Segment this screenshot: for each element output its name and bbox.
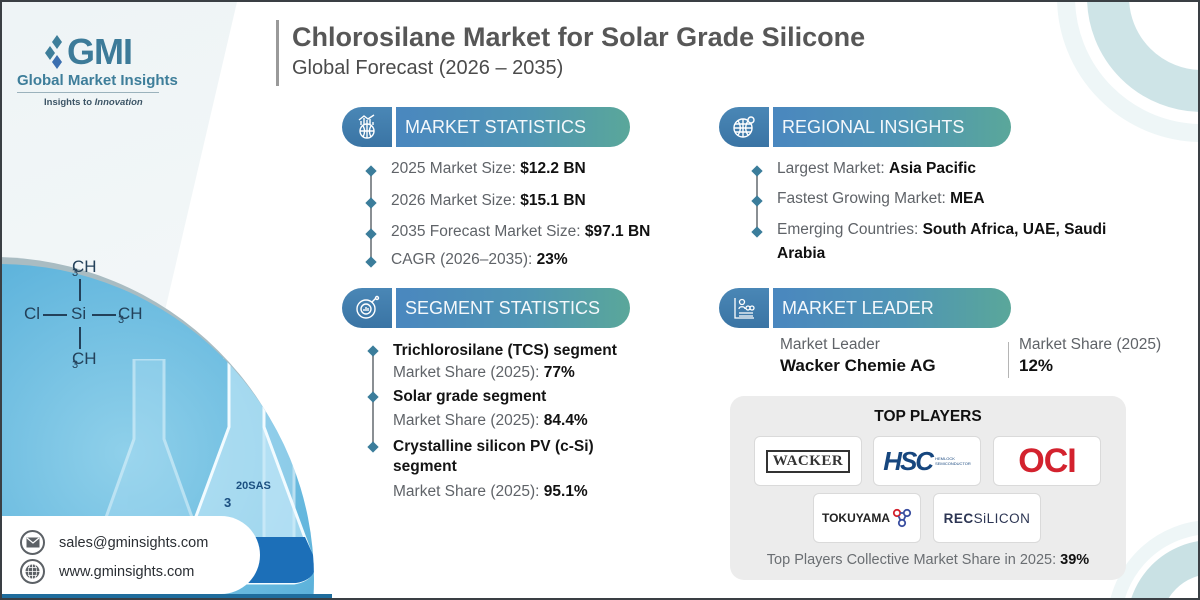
email-link[interactable]: sales@gminsights.com [59,534,209,551]
top-players-title: TOP PLAYERS [874,408,982,425]
market-statistics-header: MARKET STATISTICS [342,107,630,147]
region-item-fastest: Fastest Growing Market: MEA [751,190,1106,221]
segment-statistics-title: SEGMENT STATISTICS [396,288,630,328]
logo-company-name: Global Market Insights [17,72,178,89]
player-logo-wacker: WACKER [754,436,862,486]
website-link[interactable]: www.gminsights.com [59,563,195,580]
leader-share-value: 12% [1019,356,1054,375]
globe-icon [20,559,45,584]
segment-item-csi-share: Market Share (2025): 95.1% [393,483,588,500]
svg-text:3: 3 [224,495,231,510]
stat-item-2026-size: 2026 Market Size: $15.1 BN [365,192,650,223]
wacker-wordmark: WACKER [765,449,851,473]
title-block: Chlorosilane Market for Solar Grade Sili… [276,20,865,86]
top-players-panel: TOP PLAYERS WACKER HSC HEMLOCK SEMICONDU… [730,396,1126,580]
segment-item-csi: Crystalline silicon PV (c-Si) [367,438,617,458]
contact-bar [2,594,332,598]
svg-text:20SAS: 20SAS [236,480,271,492]
player-logo-oci: OCI [993,436,1101,486]
segment-statistics-header: SEGMENT STATISTICS [342,288,630,328]
contact-website[interactable]: www.gminsights.com [20,557,260,586]
market-statistics-list: 2025 Market Size: $12.2 BN 2026 Market S… [365,160,650,277]
logo-divider [17,92,159,93]
segment-item-tcs: Trichlorosilane (TCS) segment [367,342,617,364]
tokuyama-rings-icon [892,508,912,528]
logo-diamond-icon [45,35,62,69]
market-statistics-title: MARKET STATISTICS [396,107,630,147]
leader-label: Market Leader [780,336,880,353]
gmi-logo: GMI Global Market Insights Insights to I… [17,31,178,108]
market-leader-title: MARKET LEADER [773,288,1011,328]
stat-item-2025-size: 2025 Market Size: $12.2 BN [365,160,650,192]
chart-globe-icon [342,107,392,147]
leader-divider [1008,342,1009,378]
stat-item-cagr: CAGR (2026–2035): 23% [365,251,650,277]
leader-value: Wacker Chemie AG [780,356,936,375]
page-subtitle: Global Forecast (2026 – 2035) [292,57,564,79]
contact-card: sales@gminsights.com www.gminsights.com [2,516,260,594]
decorative-ring-top-outer [1057,2,1198,142]
regional-insights-header: REGIONAL INSIGHTS [719,107,1011,147]
region-item-emerging: Emerging Countries: South Africa, UAE, S… [751,221,1106,245]
segment-item-tcs-share: Market Share (2025): 77% [393,364,575,381]
player-logo-tokuyama: TOKUYAMA [813,493,921,543]
player-logo-hsc: HSC HEMLOCK SEMICONDUCTOR [873,436,981,486]
market-leader-header: MARKET LEADER [719,288,1011,328]
leader-share-label: Market Share (2025) [1019,336,1162,353]
page-title: Chlorosilane Market for Solar Grade Sili… [292,22,866,52]
stat-item-2035-forecast: 2035 Forecast Market Size: $97.1 BN [365,223,650,251]
segment-chart-icon [342,288,392,328]
logo-tagline: Insights to Innovation [44,97,143,108]
top-players-share: Top Players Collective Market Share in 2… [766,552,1090,568]
hsc-sub2: SEMICONDUCTOR [935,461,971,466]
segment-item-csi-cont: segment [393,458,457,475]
hsc-wordmark: HSC [883,445,934,476]
player-logo-recsilicon: RECSiLICON [933,493,1041,543]
regional-insights-list: Largest Market: Asia Pacific Fastest Gro… [751,160,1106,269]
mail-icon [20,530,45,555]
region-item-emerging-cont: Arabia [777,245,826,262]
segment-item-solar-grade-share: Market Share (2025): 84.4% [393,412,588,429]
logo-wordmark: GMI [67,31,133,72]
segment-statistics-list: Trichlorosilane (TCS) segment Market Sha… [367,342,617,507]
leader-chart-icon [719,288,769,328]
segment-item-solar-grade: Solar grade segment [367,388,617,412]
region-item-largest: Largest Market: Asia Pacific [751,160,1106,190]
contact-email[interactable]: sales@gminsights.com [20,528,260,557]
oci-wordmark: OCI [1018,441,1076,480]
globe-pin-icon [719,107,769,147]
tokuyama-wordmark: TOKUYAMA [821,511,890,525]
regional-insights-title: REGIONAL INSIGHTS [773,107,1011,147]
recsilicon-wordmark: RECSiLICON [943,510,1031,526]
hsc-sub1: HEMLOCK [935,456,955,461]
